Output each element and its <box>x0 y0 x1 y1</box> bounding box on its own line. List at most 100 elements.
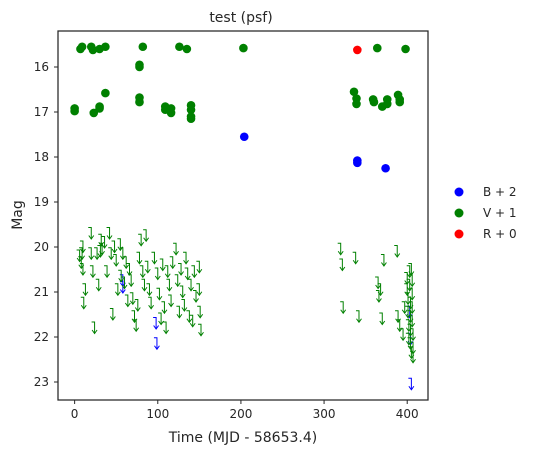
upper-limit-v-1 <box>106 227 113 240</box>
y-tick-label: 20 <box>34 240 49 254</box>
upper-limit-v-1 <box>151 251 158 265</box>
point-v-1 <box>175 42 184 52</box>
y-tick-label: 21 <box>34 285 49 299</box>
upper-limit-v-1 <box>379 312 386 326</box>
plot-frame <box>57 30 429 401</box>
upper-limit-v-1 <box>143 229 150 243</box>
upper-limit-v-1 <box>377 283 384 297</box>
upper-limit-v-1 <box>163 321 169 335</box>
upper-limit-v-1 <box>179 285 186 299</box>
upper-limit-v-1 <box>340 301 347 315</box>
upper-limit-v-1 <box>375 276 382 290</box>
upper-limit-v-1 <box>80 296 87 310</box>
upper-limit-v-1 <box>129 292 136 306</box>
y-tick-label: 19 <box>34 195 49 209</box>
legend-marker-b-2 <box>454 187 464 197</box>
point-v-1 <box>349 87 359 97</box>
upper-limit-v-1 <box>128 274 135 288</box>
upper-limit-v-1 <box>118 269 125 283</box>
upper-limit-v-1 <box>169 256 176 270</box>
upper-limit-b-2 <box>153 317 160 330</box>
point-b-2 <box>239 132 249 142</box>
point-v-1 <box>166 108 176 118</box>
upper-limit-v-1 <box>89 265 96 279</box>
upper-limit-v-1 <box>339 258 346 272</box>
point-v-1 <box>372 43 382 53</box>
upper-limit-v-1 <box>138 233 145 247</box>
upper-limit-v-1 <box>352 251 359 265</box>
chart-title: test (psf) <box>209 10 272 26</box>
upper-limit-v-1 <box>124 294 131 308</box>
point-v-1 <box>89 108 99 118</box>
point-v-1 <box>182 44 192 54</box>
upper-limit-v-1 <box>95 278 102 292</box>
upper-limit-v-1 <box>88 247 95 261</box>
upper-limit-v-1 <box>375 290 382 303</box>
upper-limit-v-1 <box>394 245 401 258</box>
legend-marker-r-0 <box>454 229 464 239</box>
y-tick-label: 23 <box>34 375 49 389</box>
point-v-1 <box>101 88 110 98</box>
point-b-2 <box>381 163 390 173</box>
point-v-1 <box>186 114 196 124</box>
upper-limit-v-1 <box>181 299 188 312</box>
upper-limit-v-1 <box>410 350 416 364</box>
point-b-2 <box>353 158 362 168</box>
legend-label-r-0: R + 0 <box>483 227 517 241</box>
upper-limit-v-1 <box>114 283 121 297</box>
upper-limit-v-1 <box>337 242 344 256</box>
upper-limit-v-1 <box>409 274 416 288</box>
point-v-1 <box>401 44 410 54</box>
upper-limit-v-1 <box>99 242 105 256</box>
upper-limit-v-1 <box>409 301 416 315</box>
upper-limit-v-1 <box>401 301 408 315</box>
upper-limit-v-1 <box>91 321 98 335</box>
upper-limit-v-1 <box>159 258 166 272</box>
point-v-1 <box>352 99 361 109</box>
upper-limit-v-1 <box>98 233 105 247</box>
upper-limit-v-1 <box>164 265 171 279</box>
point-v-1 <box>95 104 104 113</box>
point-r-0 <box>353 45 362 55</box>
upper-limit-v-1 <box>156 287 163 301</box>
upper-limit-v-1 <box>189 314 196 328</box>
upper-limit-v-1 <box>176 305 183 319</box>
upper-limit-v-1 <box>94 247 100 261</box>
point-v-1 <box>135 62 144 72</box>
upper-limit-v-1 <box>134 299 141 312</box>
x-tick-label: 300 <box>313 407 336 421</box>
point-v-1 <box>138 42 148 52</box>
upper-limit-v-1 <box>193 290 199 303</box>
upper-limit-v-1 <box>174 274 181 288</box>
point-v-1 <box>186 105 196 115</box>
upper-limit-v-1 <box>88 227 95 240</box>
upper-limit-v-1 <box>198 323 204 337</box>
upper-limit-v-1 <box>191 265 198 279</box>
upper-limit-v-1 <box>126 263 133 276</box>
upper-limit-v-1 <box>184 267 191 281</box>
point-v-1 <box>395 97 405 107</box>
upper-limit-v-1 <box>136 251 143 265</box>
legend-marker-v-1 <box>454 208 464 218</box>
x-tick-label: 0 <box>71 407 79 421</box>
point-v-1 <box>77 42 87 52</box>
upper-limit-v-1 <box>380 254 387 267</box>
y-tick-label: 18 <box>34 150 49 164</box>
upper-limit-v-1 <box>104 265 110 279</box>
upper-limit-v-1 <box>154 267 161 281</box>
upper-limit-v-1 <box>168 294 174 308</box>
point-v-1 <box>101 42 110 52</box>
upper-limit-v-1 <box>108 247 115 261</box>
upper-limit-v-1 <box>113 254 120 267</box>
point-v-1 <box>369 97 379 107</box>
point-v-1 <box>382 99 392 109</box>
y-tick-label: 22 <box>34 330 49 344</box>
x-tick-label: 200 <box>229 407 252 421</box>
upper-limit-v-1 <box>79 247 86 261</box>
legend-label-b-2: B + 2 <box>483 185 517 199</box>
legend: B + 2 V + 1 R + 0 <box>454 185 517 241</box>
upper-limit-v-1 <box>148 296 155 310</box>
upper-limit-b-2 <box>408 377 415 391</box>
upper-limit-layer <box>76 227 416 391</box>
